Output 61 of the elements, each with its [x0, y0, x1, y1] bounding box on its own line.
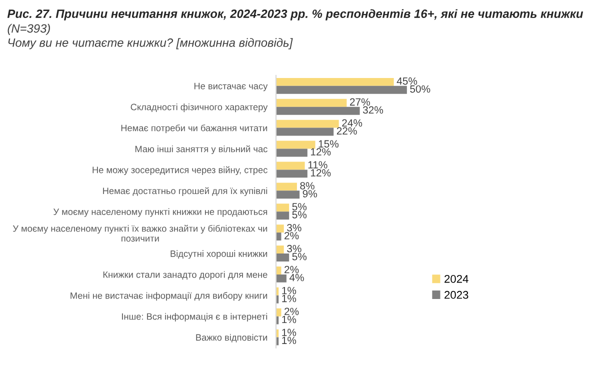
data-label: 50% [410, 85, 430, 93]
data-label: 2% [284, 232, 299, 240]
y-tick-label: Не вистачає часу [194, 82, 268, 92]
bar [276, 140, 316, 149]
data-label: 27% [350, 98, 370, 106]
bar [276, 128, 334, 136]
bar [276, 212, 290, 220]
bar [276, 86, 407, 94]
y-tick-label: Маю інші заняття у вільний час [135, 145, 268, 154]
bar [276, 162, 305, 170]
bar [276, 170, 308, 178]
legend-label: 2023 [444, 290, 468, 299]
y-tick-label: Немає достатньо грошей для їх купівлі [103, 187, 268, 196]
y-tick-label: Відсутні хороші книжки [170, 250, 268, 259]
data-label: 1% [282, 286, 296, 294]
data-label: 5% [292, 252, 307, 260]
bar [276, 224, 284, 233]
bar [276, 148, 308, 157]
y-tick-label: Немає потреби чи бажання читати [121, 124, 268, 134]
bar [276, 106, 360, 115]
y-tick-label: Складності фізичного характеру [130, 104, 268, 112]
bar [276, 274, 286, 282]
bar [276, 120, 339, 128]
bar [276, 204, 290, 212]
text: (N=393) Чому ви не читаєте книжки? [множинна відповідь] [8, 24, 293, 50]
chart-title: Рис. 27. Причини нечитання книжок, 2024-2023 рр. % респондентів 16+, які не читають книжки [7, 9, 584, 20]
data-label: 15% [318, 140, 339, 148]
data-label: 2% [284, 308, 299, 316]
legend-label: 2024 [444, 275, 468, 283]
data-label: 9% [302, 190, 318, 198]
bar [276, 246, 284, 254]
bar [276, 78, 394, 86]
data-label: 22% [336, 127, 357, 135]
data-label: 3% [287, 224, 302, 232]
data-label: 12% [310, 169, 331, 176]
data-label: 11% [308, 161, 328, 168]
data-label: 1% [282, 316, 296, 324]
y-tick-label: Не можу зосередитися через війну, стрес [92, 166, 268, 176]
data-label: 12% [310, 148, 331, 156]
data-label: 1% [282, 294, 296, 302]
data-label: 1% [282, 336, 296, 344]
data-label: 5% [292, 203, 307, 210]
data-label: 32% [362, 106, 384, 114]
y-tick-label: Важко відповісти [196, 334, 268, 342]
data-label: 45% [396, 77, 418, 85]
bar [276, 190, 300, 199]
data-label: 4% [289, 274, 304, 282]
y-tick-label: Інше: Вся інформація є в інтернеті [122, 313, 268, 322]
bar [276, 182, 297, 191]
y-tick-label: Книжки стали занадто дорогі для мене [103, 271, 268, 280]
y-tick-label: У моєму населеному пункті їх важко знайти у бібліотеках чи позичити [12, 224, 268, 242]
y-tick-label: Мені не вистачає інформації для вибору книги [70, 292, 268, 301]
data-label: 8% [300, 182, 314, 190]
y-tick-label: У моєму населеному пункті книжки не продаються [53, 208, 268, 217]
data-label: 5% [292, 211, 307, 218]
bar [276, 253, 290, 262]
data-label: 1% [282, 328, 296, 336]
data-label: 24% [342, 119, 362, 127]
bar [276, 98, 347, 107]
data-label: 3% [287, 244, 302, 252]
data-label: 2% [284, 266, 299, 274]
